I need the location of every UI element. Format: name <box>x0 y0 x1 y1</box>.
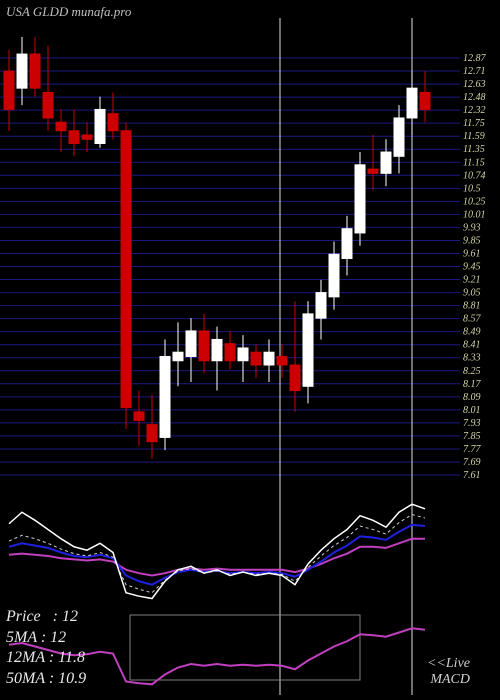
svg-text:7.69: 7.69 <box>463 457 481 468</box>
svg-text:10.01: 10.01 <box>463 209 486 220</box>
svg-text:9.85: 9.85 <box>463 235 481 246</box>
svg-text:12.87: 12.87 <box>463 53 487 64</box>
svg-text:9.05: 9.05 <box>463 288 481 299</box>
ma50-value: 10.9 <box>58 670 86 687</box>
svg-text:8.25: 8.25 <box>463 366 481 377</box>
svg-text:10.25: 10.25 <box>463 196 486 207</box>
ma5-line: 5MA : 12 <box>6 628 86 649</box>
svg-text:7.93: 7.93 <box>463 418 481 429</box>
svg-text:9.61: 9.61 <box>463 248 481 259</box>
live-annotation: <<Live <box>427 656 470 672</box>
svg-text:8.33: 8.33 <box>463 353 481 364</box>
svg-text:8.09: 8.09 <box>463 392 481 403</box>
svg-text:11.35: 11.35 <box>463 144 485 155</box>
svg-text:10.74: 10.74 <box>463 170 486 181</box>
svg-text:7.61: 7.61 <box>463 470 481 481</box>
svg-text:11.59: 11.59 <box>463 131 485 142</box>
svg-text:12.32: 12.32 <box>463 105 486 116</box>
svg-text:11.75: 11.75 <box>463 118 485 129</box>
svg-text:9.21: 9.21 <box>463 275 481 286</box>
svg-text:8.41: 8.41 <box>463 340 481 351</box>
stock-chart: USA GLDD munafa.pro 12.87 12.71 12.63 12.48… <box>0 0 500 700</box>
svg-text:8.17: 8.17 <box>463 379 482 390</box>
svg-text:8.81: 8.81 <box>463 301 481 312</box>
price-label: Price <box>6 608 41 625</box>
price-value: 12 <box>62 608 78 625</box>
ma12-label: 12MA <box>6 649 45 666</box>
svg-text:8.49: 8.49 <box>463 327 481 338</box>
ma12-value: 11.8 <box>58 649 85 666</box>
ma50-label: 50MA <box>6 670 45 687</box>
svg-text:10.5: 10.5 <box>463 183 481 194</box>
price-line: Price : 12 <box>6 607 86 628</box>
svg-text:12.63: 12.63 <box>463 79 486 90</box>
chart-title: USA GLDD munafa.pro <box>6 4 131 20</box>
ma5-value: 12 <box>50 629 66 646</box>
svg-text:7.77: 7.77 <box>463 444 482 455</box>
svg-text:9.93: 9.93 <box>463 222 481 233</box>
svg-text:8.01: 8.01 <box>463 405 481 416</box>
ma50-line: 50MA : 10.9 <box>6 669 86 690</box>
svg-text:8.57: 8.57 <box>463 314 482 325</box>
svg-text:12.71: 12.71 <box>463 66 486 77</box>
ma5-label: 5MA <box>6 629 37 646</box>
ma12-line: 12MA : 11.8 <box>6 648 86 669</box>
svg-text:12.48: 12.48 <box>463 92 486 103</box>
svg-text:9.45: 9.45 <box>463 262 481 273</box>
macd-annotation: MACD <box>430 672 470 688</box>
price-info-box: Price : 12 5MA : 12 12MA : 11.8 50MA : 1… <box>6 607 86 690</box>
svg-text:11.15: 11.15 <box>463 157 485 168</box>
chart-canvas: 12.87 12.71 12.63 12.48 12.32 11.75 11.59 11.35… <box>0 0 500 700</box>
svg-text:7.85: 7.85 <box>463 431 481 442</box>
